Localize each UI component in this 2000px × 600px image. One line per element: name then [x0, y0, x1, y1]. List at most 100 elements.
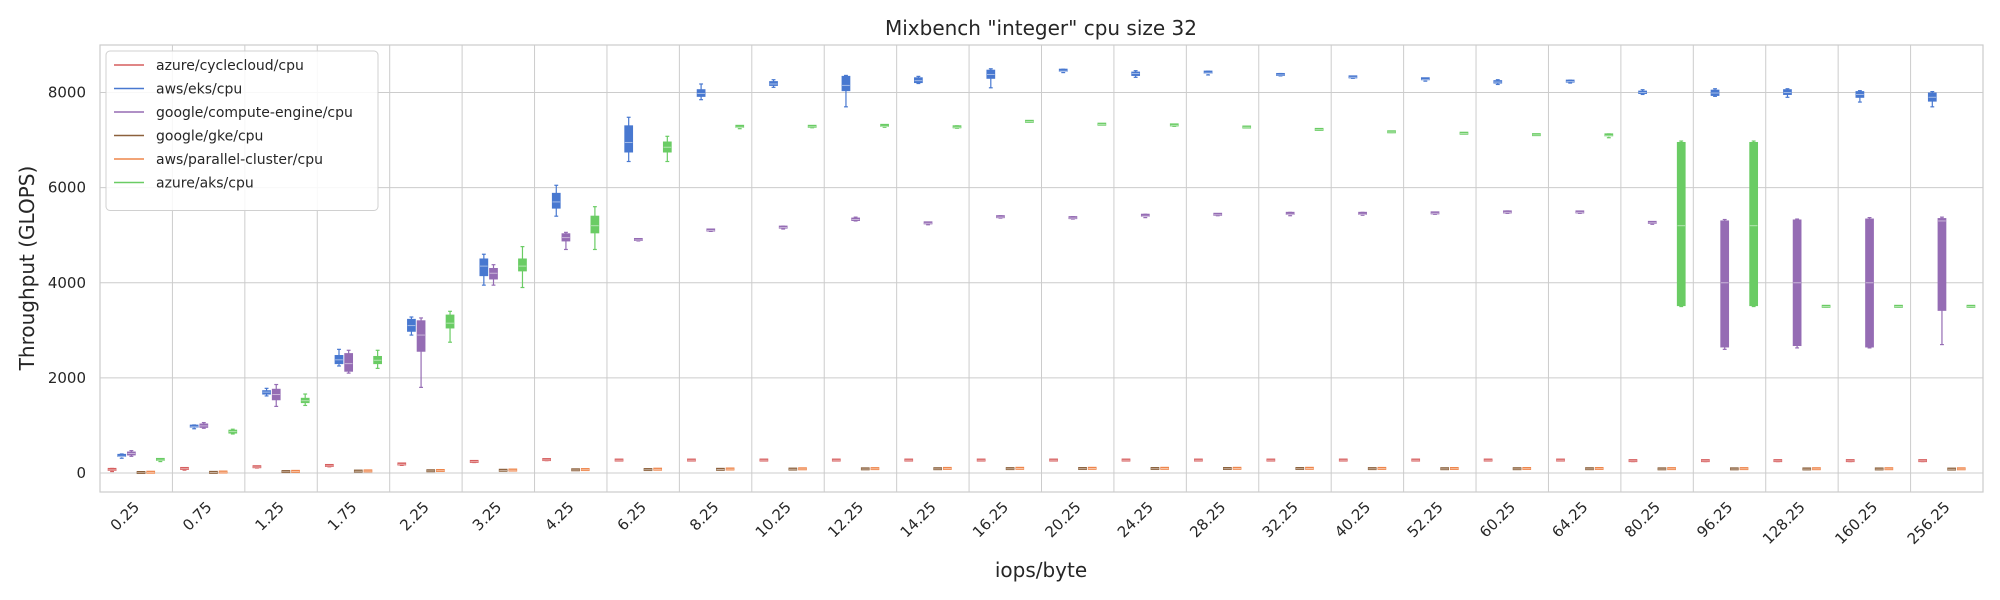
box-4-24	[1884, 467, 1894, 471]
box-4-17	[1377, 466, 1387, 470]
x-tick-label: 2.25	[396, 498, 432, 534]
box-3-6	[571, 468, 580, 472]
box-2-8	[706, 228, 716, 233]
box-2-1	[199, 421, 209, 429]
box-5-20	[1604, 133, 1614, 139]
box-5-14	[1169, 123, 1179, 127]
box-2-22	[1720, 218, 1730, 350]
x-axis-label: iops/byte	[995, 558, 1087, 582]
y-tick-label: 8000	[48, 84, 86, 102]
box-4-12	[1015, 466, 1025, 470]
box-4-0	[146, 470, 156, 474]
grid	[100, 45, 1983, 492]
box-body	[445, 314, 455, 329]
legend-frame	[105, 50, 379, 211]
legend: azure/cyclecloud/cpu aws/eks/cpu google/co…	[105, 50, 379, 211]
x-tick-label: 1.25	[252, 498, 288, 534]
boxes	[107, 68, 1976, 475]
box-5-17	[1387, 130, 1396, 134]
box-3-4	[426, 469, 436, 473]
box-3-3	[353, 469, 363, 473]
box-3-7	[643, 468, 653, 472]
box-0-15	[1194, 458, 1203, 462]
box-1-25	[1927, 91, 1937, 108]
x-tick-label: 16.25	[969, 498, 1012, 541]
box-4-4	[436, 469, 445, 473]
box-5-4	[445, 310, 455, 343]
x-tick-label: 80.25	[1621, 498, 1664, 541]
box-3-21	[1657, 467, 1667, 471]
box-body	[841, 75, 851, 92]
box-2-11	[923, 221, 933, 226]
box-1-1	[189, 424, 199, 430]
x-tick-label: 12.25	[824, 498, 867, 541]
box-4-2	[291, 469, 300, 473]
box-0-3	[324, 463, 334, 468]
legend-item: azure/cyclecloud/cpu	[114, 58, 304, 74]
box-4-11	[942, 466, 952, 470]
box-2-9	[778, 225, 788, 230]
box-5-1	[228, 428, 238, 435]
box-1-13	[1058, 68, 1068, 74]
x-ticks: 0.25 0.75 1.25 1.75 2.25 3.25 4.25 6.25 8.25 10.2…	[107, 498, 1954, 548]
box-4-19	[1522, 467, 1532, 471]
box-0-6	[542, 458, 551, 462]
x-tick-label: 256.25	[1904, 498, 1954, 548]
box-body	[590, 215, 600, 234]
box-body	[1676, 141, 1686, 307]
x-tick-label: 32.25	[1259, 498, 1302, 541]
box-2-15	[1213, 212, 1223, 217]
box-0-2	[252, 465, 262, 469]
box-2-18	[1430, 211, 1440, 215]
box-5-22	[1749, 140, 1759, 308]
box-0-13	[1049, 458, 1058, 462]
box-2-19	[1503, 210, 1512, 214]
box-3-2	[281, 470, 291, 474]
box-0-0	[107, 467, 117, 473]
box-2-10	[851, 216, 860, 222]
box-2-7	[633, 237, 643, 242]
legend-label: aws/parallel-cluster/cpu	[156, 152, 323, 168]
box-2-6	[561, 231, 571, 251]
box-4-16	[1305, 466, 1314, 470]
box-body	[518, 258, 527, 272]
chart-title: Mixbench "integer" cpu size 32	[885, 16, 1197, 40]
box-2-14	[1140, 213, 1150, 219]
box-3-15	[1223, 467, 1232, 471]
box-0-21	[1628, 459, 1638, 463]
box-4-7	[653, 467, 663, 471]
x-tick-label: 64.25	[1548, 498, 1591, 541]
box-0-5	[469, 459, 479, 464]
x-tick-label: 60.25	[1476, 498, 1519, 541]
box-5-7	[662, 135, 672, 163]
box-5-8	[735, 124, 745, 130]
box-0-7	[614, 458, 624, 462]
box-4-3	[363, 469, 373, 473]
box-3-16	[1295, 467, 1305, 471]
box-3-1	[209, 470, 218, 474]
legend-label: aws/eks/cpu	[156, 82, 242, 98]
box-0-12	[976, 458, 986, 462]
box-5-10	[880, 123, 889, 128]
legend-item: azure/aks/cpu	[114, 176, 254, 192]
x-tick-label: 14.25	[897, 498, 940, 541]
box-body	[416, 320, 426, 352]
box-2-3	[344, 349, 354, 374]
box-0-19	[1483, 458, 1493, 462]
x-tick-label: 24.25	[1114, 498, 1157, 541]
box-1-19	[1493, 79, 1503, 86]
plot-frame	[99, 44, 1984, 493]
box-1-18	[1420, 77, 1430, 82]
box-2-13	[1068, 216, 1078, 220]
x-tick-label: 4.25	[541, 498, 577, 534]
x-tick-label: 40.25	[1331, 498, 1374, 541]
x-tick-label: 0.25	[107, 498, 143, 534]
box-4-13	[1087, 466, 1097, 470]
box-1-6	[551, 184, 561, 217]
x-tick-label: 128.25	[1759, 498, 1809, 548]
legend-item: google/gke/cpu	[114, 129, 263, 145]
box-4-25	[1956, 467, 1966, 471]
box-5-0	[155, 457, 165, 463]
box-0-8	[687, 458, 696, 462]
box-1-9	[769, 79, 778, 88]
